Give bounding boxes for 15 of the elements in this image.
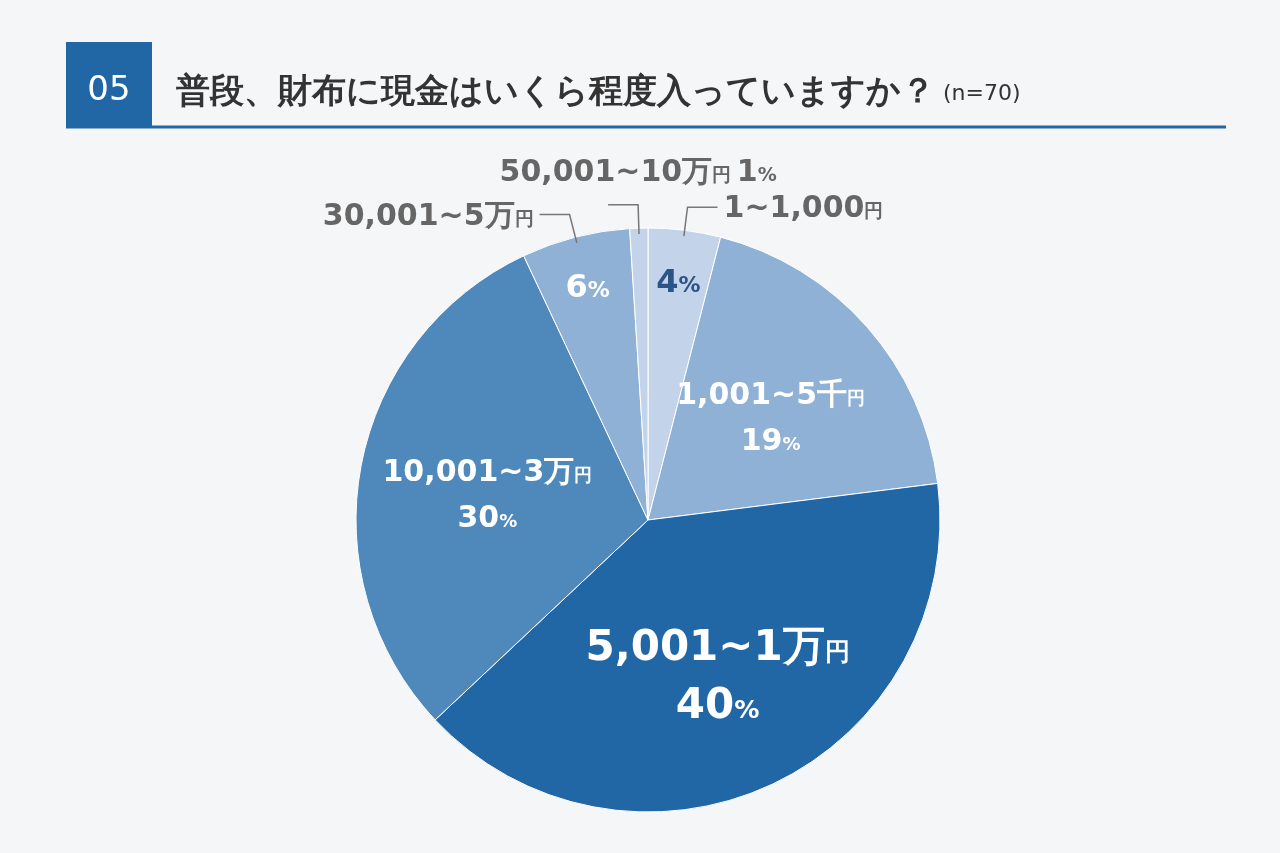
- data-label: 30%: [457, 499, 518, 535]
- slice-label: 10,001~3万円: [382, 453, 593, 489]
- slice-label: 50,001~10万円: [499, 152, 732, 188]
- text: 05: [87, 68, 131, 108]
- data-label: 6%: [565, 267, 610, 306]
- data-label: 19%: [740, 421, 801, 457]
- data-label: 4%: [656, 261, 701, 300]
- data-label: 40%: [675, 678, 760, 728]
- slice-label: 1,001~5千円: [676, 375, 866, 411]
- chart-subtitle: (n=70): [943, 80, 1021, 105]
- slice-label: 5,001~1万円: [585, 620, 850, 670]
- slice-label: 30,001~5万円: [322, 196, 534, 232]
- slice-label: 1~1,000円: [723, 189, 884, 225]
- chart-title: 普段、財布に現金はいくら程度入っていますか？: [176, 70, 935, 110]
- data-label: 1%: [736, 152, 777, 188]
